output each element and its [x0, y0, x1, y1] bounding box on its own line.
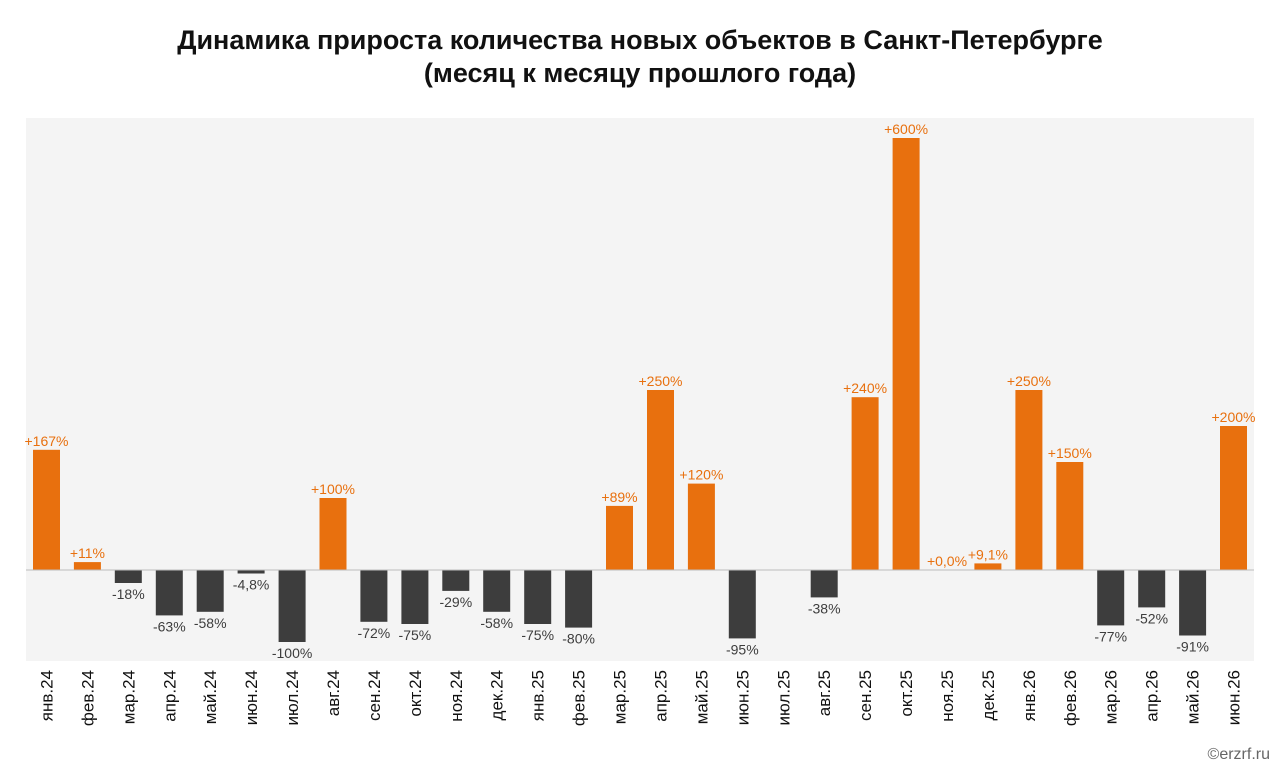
value-label-мар.25: +89% — [601, 489, 637, 505]
bar-янв.26 — [1015, 390, 1043, 570]
bars-group — [33, 138, 1247, 642]
x-tick-label-мар.26: мар.26 — [1102, 670, 1121, 724]
value-label-окт.24: -75% — [399, 627, 432, 643]
value-label-май.26: -91% — [1176, 639, 1209, 655]
value-label-апр.26: -52% — [1135, 610, 1168, 626]
value-label-фев.26: +150% — [1048, 445, 1092, 461]
x-tick-label-июл.25: июл.25 — [774, 670, 793, 725]
bar-июл.24 — [278, 570, 306, 642]
bar-май.24 — [196, 570, 224, 612]
value-label-янв.25: -75% — [521, 627, 554, 643]
x-tick-label-фев.24: фев.24 — [78, 670, 97, 726]
x-tick-label-окт.25: окт.25 — [897, 670, 916, 717]
bar-июн.24 — [237, 570, 265, 574]
bar-апр.24 — [155, 570, 183, 616]
value-label-фев.25: -80% — [562, 631, 595, 647]
x-tick-label-мар.24: мар.24 — [119, 670, 138, 724]
bar-авг.24 — [319, 498, 347, 570]
bar-янв.25 — [524, 570, 552, 624]
bar-мар.24 — [114, 570, 142, 583]
chart-title: Динамика прироста количества новых объек… — [0, 24, 1280, 90]
x-tick-label-апр.26: апр.26 — [1143, 670, 1162, 722]
x-tick-label-мар.25: мар.25 — [611, 670, 630, 724]
bar-фев.24 — [73, 562, 101, 570]
x-tick-label-сен.24: сен.24 — [365, 670, 384, 721]
bar-июн.25 — [728, 570, 756, 639]
bar-окт.24 — [401, 570, 429, 624]
value-label-апр.25: +250% — [639, 373, 683, 389]
value-label-авг.25: -38% — [808, 600, 841, 616]
x-tick-label-янв.25: янв.25 — [529, 670, 548, 721]
bar-мар.25 — [606, 505, 633, 570]
bar-фев.26 — [1056, 462, 1084, 570]
x-tick-label-янв.24: янв.24 — [38, 670, 57, 721]
bar-июн.26 — [1220, 426, 1247, 570]
value-label-июл.24: -100% — [272, 645, 312, 661]
value-label-мар.24: -18% — [112, 586, 145, 602]
x-tick-label-фев.25: фев.25 — [570, 670, 589, 726]
value-label-янв.26: +250% — [1007, 373, 1051, 389]
value-label-мар.26: -77% — [1094, 628, 1127, 644]
x-axis-labels: янв.24 фев.24 мар.24 апр.24 май.24 июн.24 июл.… — [38, 670, 1244, 726]
bar-янв.24 — [33, 449, 60, 570]
x-tick-label-июн.25: июн.25 — [733, 670, 752, 725]
x-tick-label-май.25: май.25 — [692, 670, 711, 724]
value-label-июн.26: +200% — [1212, 409, 1256, 425]
x-tick-label-май.24: май.24 — [201, 670, 220, 724]
bar-апр.25 — [647, 390, 674, 570]
value-label-июн.25: -95% — [726, 641, 759, 657]
x-tick-label-июл.24: июл.24 — [283, 670, 302, 725]
x-tick-label-июн.24: июн.24 — [242, 670, 261, 725]
bar-авг.25 — [810, 570, 838, 598]
x-tick-label-апр.25: апр.25 — [652, 670, 671, 722]
bar-дек.25 — [974, 563, 1002, 570]
x-tick-label-сен.25: сен.25 — [856, 670, 875, 721]
bar-май.26 — [1179, 570, 1207, 636]
value-label-ноя.24: -29% — [439, 594, 472, 610]
value-labels-group: +167% +11% -18% -63% -58% -4,8% -100% +100% -72%… — [25, 121, 1256, 661]
value-label-ноя.25: +0,0% — [927, 553, 967, 569]
x-tick-label-дек.25: дек.25 — [979, 670, 998, 720]
value-label-май.25: +120% — [679, 467, 723, 483]
value-label-сен.25: +240% — [843, 380, 887, 396]
value-label-янв.24: +167% — [25, 433, 69, 449]
value-label-окт.25: +600% — [884, 121, 928, 137]
x-tick-label-дек.24: дек.24 — [488, 670, 507, 720]
bar-ноя.24 — [442, 570, 470, 591]
value-label-дек.24: -58% — [480, 615, 513, 631]
bar-окт.25 — [892, 138, 920, 570]
chart-title-line-1: Динамика прироста количества новых объек… — [177, 25, 1103, 55]
value-label-сен.24: -72% — [358, 625, 391, 641]
bar-май.25 — [687, 483, 715, 570]
bar-сен.25 — [851, 397, 879, 570]
bar-сен.24 — [360, 570, 388, 622]
x-tick-label-ноя.24: ноя.24 — [447, 670, 466, 722]
x-tick-label-ноя.25: ноя.25 — [938, 670, 957, 722]
x-tick-label-апр.24: апр.24 — [160, 670, 179, 722]
value-label-фев.24: +11% — [70, 545, 105, 561]
x-tick-label-авг.24: авг.24 — [324, 670, 343, 716]
x-tick-label-окт.24: окт.24 — [406, 670, 425, 717]
value-label-май.24: -58% — [194, 615, 227, 631]
x-tick-label-май.26: май.26 — [1184, 670, 1203, 724]
value-label-авг.24: +100% — [311, 481, 355, 497]
bar-фев.25 — [565, 570, 593, 628]
bar-апр.26 — [1138, 570, 1166, 608]
value-label-дек.25: +9,1% — [968, 546, 1008, 562]
bar-дек.24 — [483, 570, 511, 612]
bar-мар.26 — [1097, 570, 1125, 626]
x-tick-label-авг.25: авг.25 — [815, 670, 834, 716]
value-label-апр.24: -63% — [153, 618, 186, 634]
value-label-июн.24: -4,8% — [233, 577, 270, 593]
chart-title-line-2: (месяц к месяцу прошлого года) — [423, 58, 857, 88]
x-tick-label-янв.26: янв.26 — [1020, 670, 1039, 721]
source-credit: ©erzrf.ru — [1207, 746, 1270, 763]
x-tick-label-фев.26: фев.26 — [1061, 670, 1080, 726]
x-tick-label-июн.26: июн.26 — [1225, 670, 1244, 725]
